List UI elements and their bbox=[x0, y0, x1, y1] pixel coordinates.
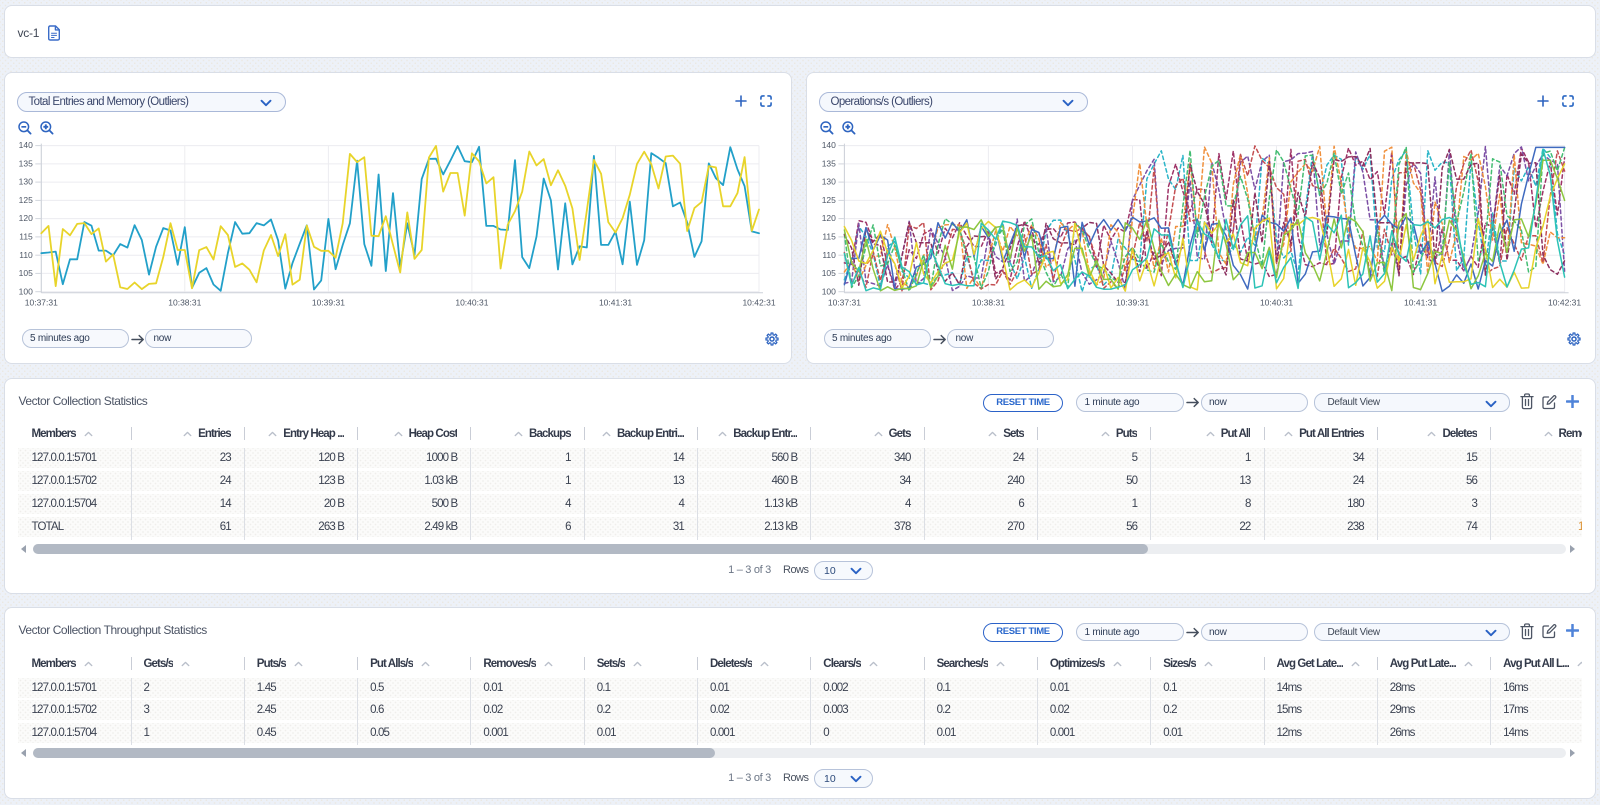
svg-text:100: 100 bbox=[822, 286, 836, 296]
svg-text:100: 100 bbox=[19, 286, 33, 296]
svg-text:120: 120 bbox=[19, 213, 33, 223]
svg-text:135: 135 bbox=[19, 159, 33, 169]
svg-text:130: 130 bbox=[822, 177, 836, 187]
svg-text:105: 105 bbox=[822, 268, 836, 278]
svg-text:140: 140 bbox=[822, 140, 836, 150]
svg-text:125: 125 bbox=[19, 195, 33, 205]
svg-text:125: 125 bbox=[822, 195, 836, 205]
svg-text:115: 115 bbox=[19, 232, 33, 242]
svg-text:120: 120 bbox=[822, 213, 836, 223]
svg-text:115: 115 bbox=[822, 232, 836, 242]
svg-text:105: 105 bbox=[19, 268, 33, 278]
svg-text:10:37:31: 10:37:31 bbox=[25, 297, 58, 307]
svg-text:10:42:31: 10:42:31 bbox=[1548, 297, 1581, 307]
svg-text:10:42:31: 10:42:31 bbox=[742, 297, 775, 307]
svg-text:10:38:31: 10:38:31 bbox=[972, 297, 1005, 307]
svg-text:10:41:31: 10:41:31 bbox=[599, 297, 632, 307]
svg-text:10:39:31: 10:39:31 bbox=[312, 297, 345, 307]
svg-text:10:40:31: 10:40:31 bbox=[1260, 297, 1293, 307]
svg-text:10:37:31: 10:37:31 bbox=[828, 297, 861, 307]
svg-text:10:41:31: 10:41:31 bbox=[1404, 297, 1437, 307]
svg-text:110: 110 bbox=[822, 250, 836, 260]
svg-text:130: 130 bbox=[19, 177, 33, 187]
svg-text:10:38:31: 10:38:31 bbox=[168, 297, 201, 307]
svg-text:140: 140 bbox=[19, 140, 33, 150]
svg-text:135: 135 bbox=[822, 159, 836, 169]
svg-text:110: 110 bbox=[19, 250, 33, 260]
svg-text:10:39:31: 10:39:31 bbox=[1116, 297, 1149, 307]
svg-text:10:40:31: 10:40:31 bbox=[455, 297, 488, 307]
